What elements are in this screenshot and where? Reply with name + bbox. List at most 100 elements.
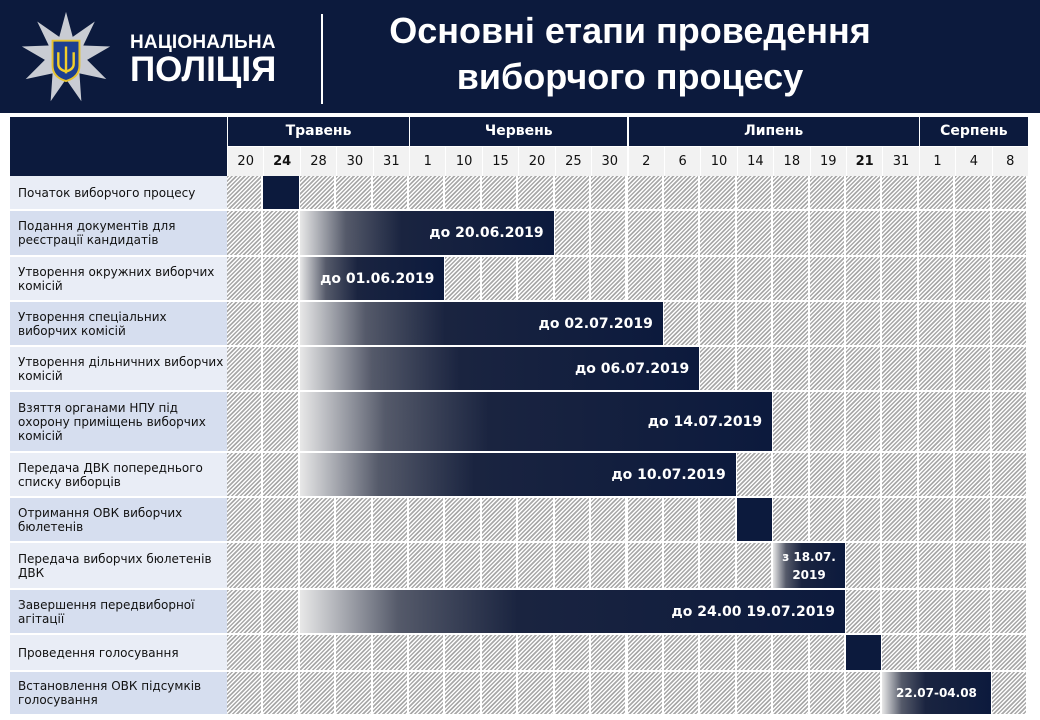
gantt-cell [481,176,519,211]
gantt-cell [518,543,555,590]
gantt-cell [882,347,919,392]
timeline-bar: до 14.07.2019 [299,392,774,453]
gantt-cell [518,257,555,302]
gantt-cell [336,672,373,716]
row-label: Утворення окружних виборчих комісій [10,257,227,302]
gantt-cell [845,672,883,716]
gantt-cell [591,211,628,257]
gantt-cell [845,543,883,590]
gantt-cell [809,211,846,257]
gantt-cell [918,453,956,498]
day-header: 21 [845,147,883,176]
gantt-cell [918,211,956,257]
gantt-cell [955,543,992,590]
gantt-cell [227,302,264,347]
day-header: 14 [736,147,774,176]
gantt-cell [627,211,664,257]
timeline-bar [736,498,774,543]
gantt-cell [918,392,956,453]
gantt-cell [918,635,956,672]
gantt-cell [591,672,628,716]
gantt-cell [263,453,300,498]
timeline-bar [263,176,300,211]
gantt-cell [991,543,1028,590]
gantt-cell [663,257,701,302]
gantt-cell [663,672,701,716]
day-header: 6 [663,147,701,176]
header-divider [321,14,323,104]
gantt-cell [736,347,774,392]
gantt-cell [554,672,592,716]
month-header: Липень [627,117,919,146]
gantt-cell [882,257,919,302]
gantt-cell [372,543,410,590]
day-header: 1 [409,147,446,176]
gantt-cell [663,498,701,543]
timeline-bar: з 18.07. 2019 [773,543,846,590]
timeline-bar [845,635,883,672]
gantt-cell [591,635,628,672]
gantt-cell [918,176,956,211]
gantt-cell [955,392,992,453]
gantt-cell [227,392,264,453]
gantt-cell [773,635,810,672]
gantt-cell [845,590,883,635]
gantt-cell [700,211,737,257]
gantt-cell [627,498,664,543]
gantt-cell [991,257,1028,302]
gantt-cell [882,176,919,211]
gantt-cell [955,590,992,635]
gantt-cell [955,635,992,672]
gantt-cell [991,392,1028,453]
gantt-cell [882,498,919,543]
gantt-cell [918,590,956,635]
police-emblem-icon [21,11,111,102]
gantt-cell [554,176,592,211]
gantt-cell [736,635,774,672]
gantt-cell [227,543,264,590]
row-label: Встановлення ОВК підсумків голосування [10,672,227,716]
gantt-cell [991,302,1028,347]
day-header: 30 [336,147,373,176]
page-title: Основні етапи проведення виборчого проце… [389,10,871,97]
gantt-cell [663,635,701,672]
gantt-cell [627,257,664,302]
gantt-cell [372,176,410,211]
gantt-cell [918,302,956,347]
gantt-cell [736,543,774,590]
gantt-cell [991,347,1028,392]
day-header: 28 [299,147,337,176]
gantt-cell [227,257,264,302]
gantt-cell [227,498,264,543]
day-header: 19 [809,147,846,176]
gantt-cell [372,635,410,672]
timeline-bar: до 01.06.2019 [299,257,446,302]
gantt-cell [991,635,1028,672]
timeline-bar: до 20.06.2019 [299,211,555,257]
gantt-cell [845,453,883,498]
gantt-cell [845,392,883,453]
gantt-cell [700,176,737,211]
gantt-cell [700,672,737,716]
row-label: Передача виборчих бюлетенів ДВК [10,543,227,590]
gantt-cell [263,590,300,635]
gantt-cell [845,257,883,302]
gantt-cell [809,672,846,716]
day-header: 30 [591,147,628,176]
gantt-cell [918,543,956,590]
gantt-cell [882,543,919,590]
gantt-cell [227,672,264,716]
gantt-cell [736,302,774,347]
day-header: 1 [918,147,956,176]
gantt-cell [991,453,1028,498]
gantt-cell [336,176,373,211]
gantt-cell [918,498,956,543]
day-header: 2 [627,147,664,176]
gantt-cell [518,672,555,716]
row-label: Початок виборчого процесу [10,176,227,211]
gantt-cell [481,257,519,302]
day-header: 24 [263,147,300,176]
gantt-cell [409,672,446,716]
day-header: 15 [481,147,519,176]
gantt-cell [845,347,883,392]
